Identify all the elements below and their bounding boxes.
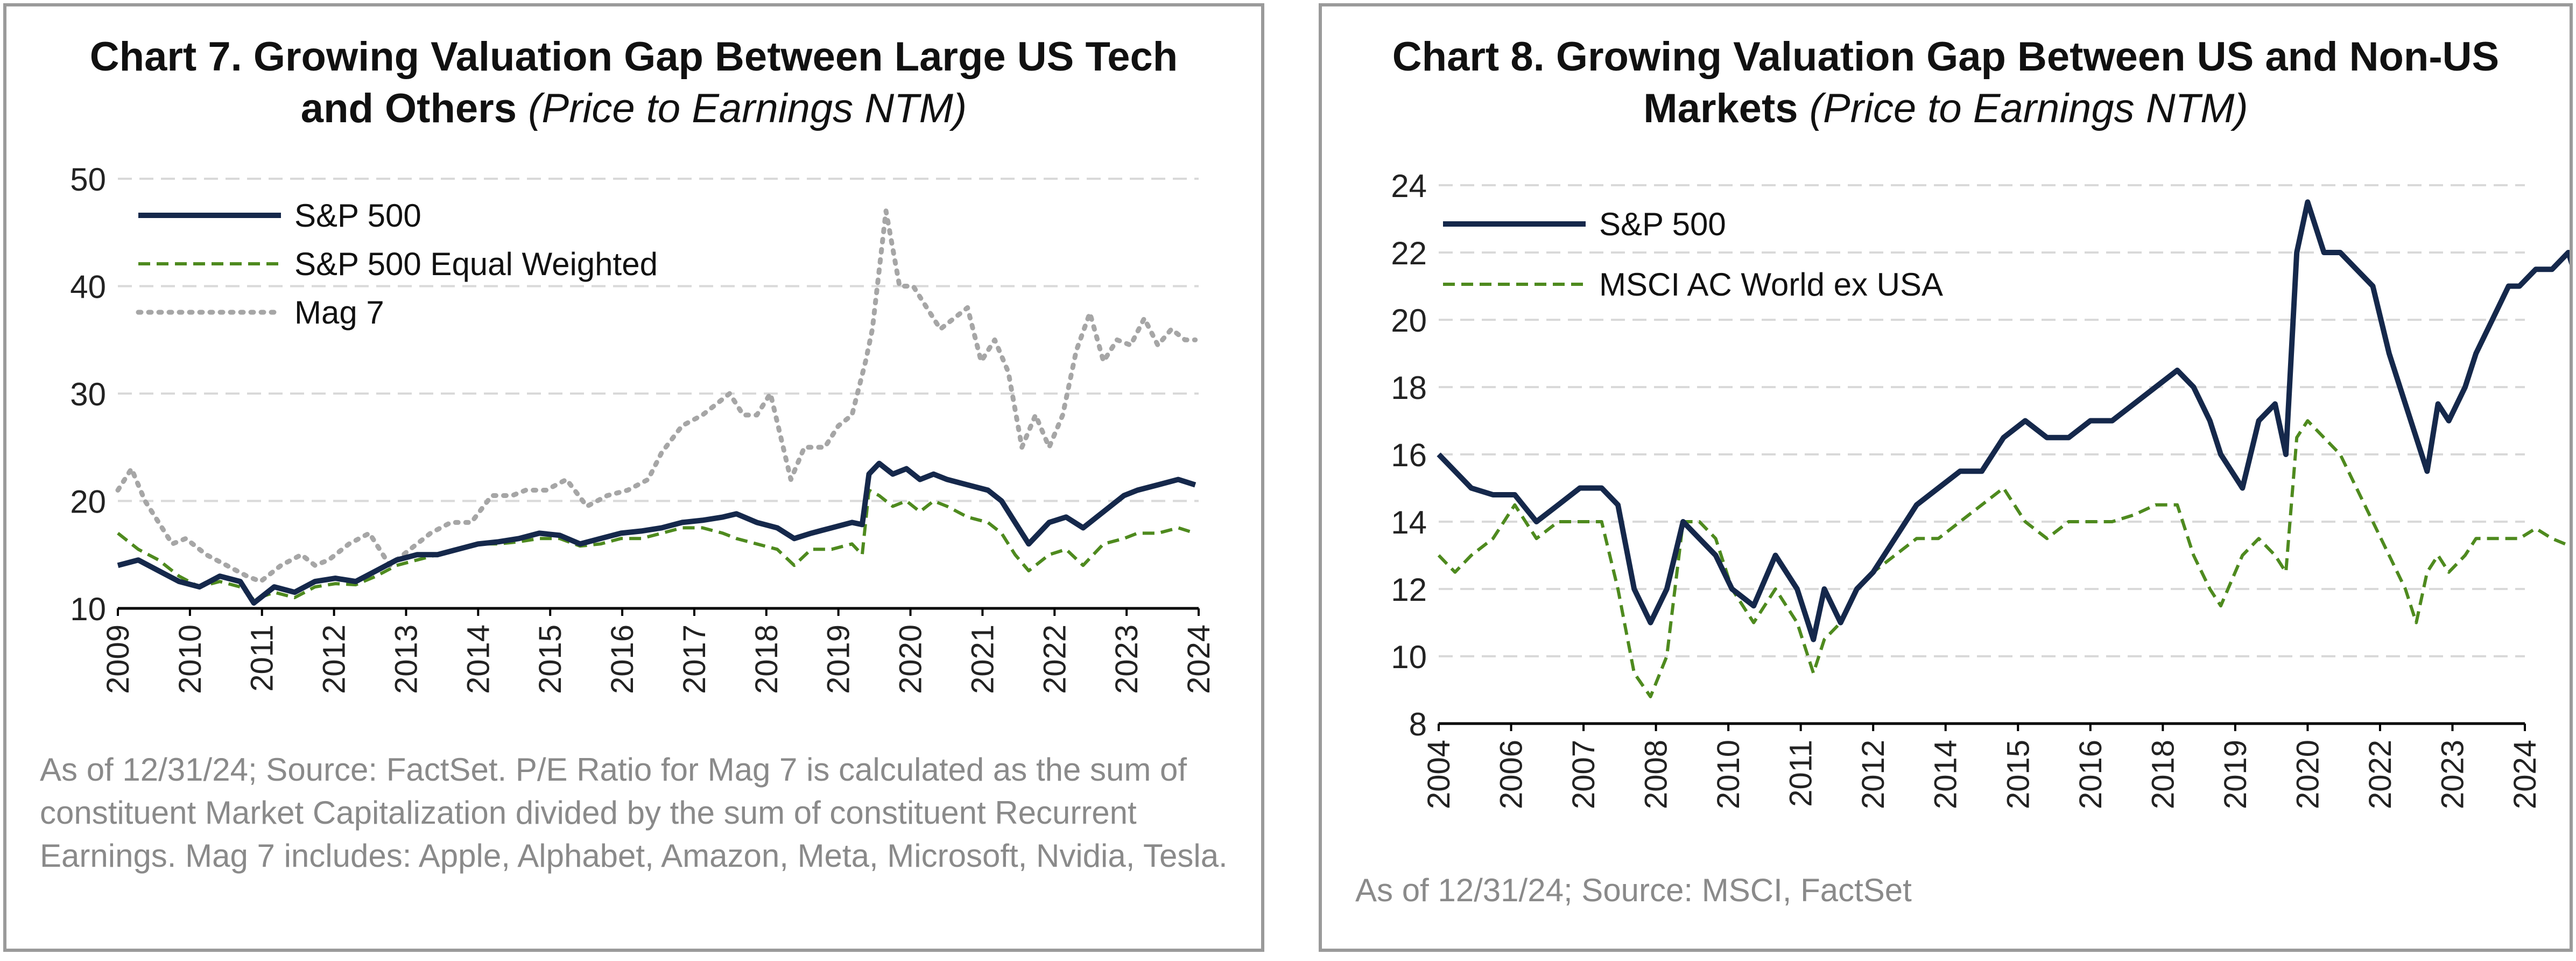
- legend-label: S&P 500: [294, 198, 421, 234]
- chart-7-panel: Chart 7. Growing Valuation Gap Between L…: [3, 3, 1264, 952]
- y-tick-label: 12: [1391, 572, 1427, 608]
- series-line-s-p-500: [117, 460, 1196, 606]
- x-tick-label: 2012: [317, 625, 352, 694]
- series-line-msci-ac-world-ex-usa: [1437, 419, 2570, 698]
- y-tick-label: 22: [1391, 235, 1427, 271]
- x-tick-label: 2019: [2218, 740, 2253, 809]
- y-tick-label: 50: [70, 162, 106, 198]
- y-tick-label: 10: [1391, 639, 1427, 675]
- series-line-s-p-500-equal-weighted: [117, 488, 1196, 601]
- chart-8-title: Chart 8. Growing Valuation Gap Between U…: [1322, 31, 2570, 135]
- x-tick-label: 2007: [1566, 740, 1601, 809]
- x-tick-label: 2011: [245, 625, 280, 692]
- x-tick-label: 2023: [2435, 740, 2470, 809]
- series-line-s-p-500: [1437, 199, 2570, 642]
- chart-7-title-line1: Chart 7. Growing Valuation Gap Between L…: [89, 34, 1178, 80]
- y-tick-label: 40: [70, 269, 106, 305]
- chart-8-subtitle: (Price to Earnings NTM): [1809, 86, 2248, 131]
- legend-label: MSCI AC World ex USA: [1599, 266, 1943, 303]
- chart-8-panel: Chart 8. Growing Valuation Gap Between U…: [1319, 3, 2573, 952]
- x-tick-label: 2024: [2508, 740, 2543, 809]
- y-tick-label: 8: [1409, 706, 1427, 742]
- x-tick-label: 2015: [533, 625, 568, 694]
- x-tick-label: 2017: [677, 625, 712, 694]
- x-tick-label: 2010: [173, 625, 208, 694]
- x-tick-label: 2014: [461, 625, 496, 694]
- legend-label: S&P 500: [1599, 206, 1726, 242]
- x-tick-label: 2011: [1784, 740, 1819, 807]
- chart-8-title-line1: Chart 8. Growing Valuation Gap Between U…: [1392, 34, 2500, 80]
- y-tick-label: 18: [1391, 370, 1427, 406]
- x-tick-label: 2019: [821, 625, 856, 694]
- chart-7-title-line2: and Others: [300, 86, 517, 131]
- x-tick-label: 2008: [1639, 740, 1674, 809]
- x-tick-label: 2021: [965, 625, 1000, 694]
- x-tick-label: 2004: [1421, 740, 1456, 809]
- chart-7-footnote: As of 12/31/24; Source: FactSet. P/E Rat…: [40, 752, 1228, 874]
- x-tick-label: 2016: [605, 625, 640, 694]
- x-tick-label: 2018: [749, 625, 784, 694]
- x-tick-label: 2022: [1037, 625, 1072, 694]
- legend-label: Mag 7: [294, 294, 384, 331]
- series-line-mag-7: [115, 208, 1198, 584]
- x-tick-label: 2023: [1109, 625, 1144, 694]
- chart-8-footnote: As of 12/31/24; Source: MSCI, FactSet: [1355, 872, 1912, 908]
- y-tick-label: 10: [70, 591, 106, 627]
- chart-7-plot: 10 20 30 40 50 2009 2010 2011 2012 2013 2014 2015 20…: [70, 162, 1216, 694]
- y-tick-label: 20: [70, 484, 106, 520]
- x-tick-label: 2018: [2145, 740, 2180, 809]
- x-tick-label: 2022: [2363, 740, 2398, 809]
- x-tick-label: 2015: [2001, 740, 2036, 809]
- chart-7-subtitle: (Price to Earnings NTM): [528, 86, 967, 131]
- x-tick-label: 2016: [2073, 740, 2108, 809]
- chart-8-title-line2: Markets: [1643, 86, 1798, 131]
- x-tick-label: 2024: [1181, 625, 1216, 694]
- x-tick-label: 2010: [1711, 740, 1746, 809]
- x-tick-label: 2020: [893, 625, 928, 694]
- x-tick-label: 2012: [1856, 740, 1891, 809]
- x-tick-label: 2006: [1494, 740, 1529, 809]
- y-tick-label: 14: [1391, 504, 1427, 541]
- y-tick-label: 16: [1391, 437, 1427, 473]
- y-tick-label: 30: [70, 376, 106, 412]
- x-tick-label: 2020: [2290, 740, 2325, 809]
- chart-7-title: Chart 7. Growing Valuation Gap Between L…: [6, 31, 1261, 135]
- x-tick-label: 2013: [389, 625, 424, 694]
- x-tick-label: 2014: [1929, 740, 1963, 809]
- legend-label: S&P 500 Equal Weighted: [294, 246, 658, 282]
- x-tick-label: 2009: [101, 625, 136, 694]
- y-tick-label: 24: [1391, 168, 1427, 204]
- y-tick-label: 20: [1391, 303, 1427, 339]
